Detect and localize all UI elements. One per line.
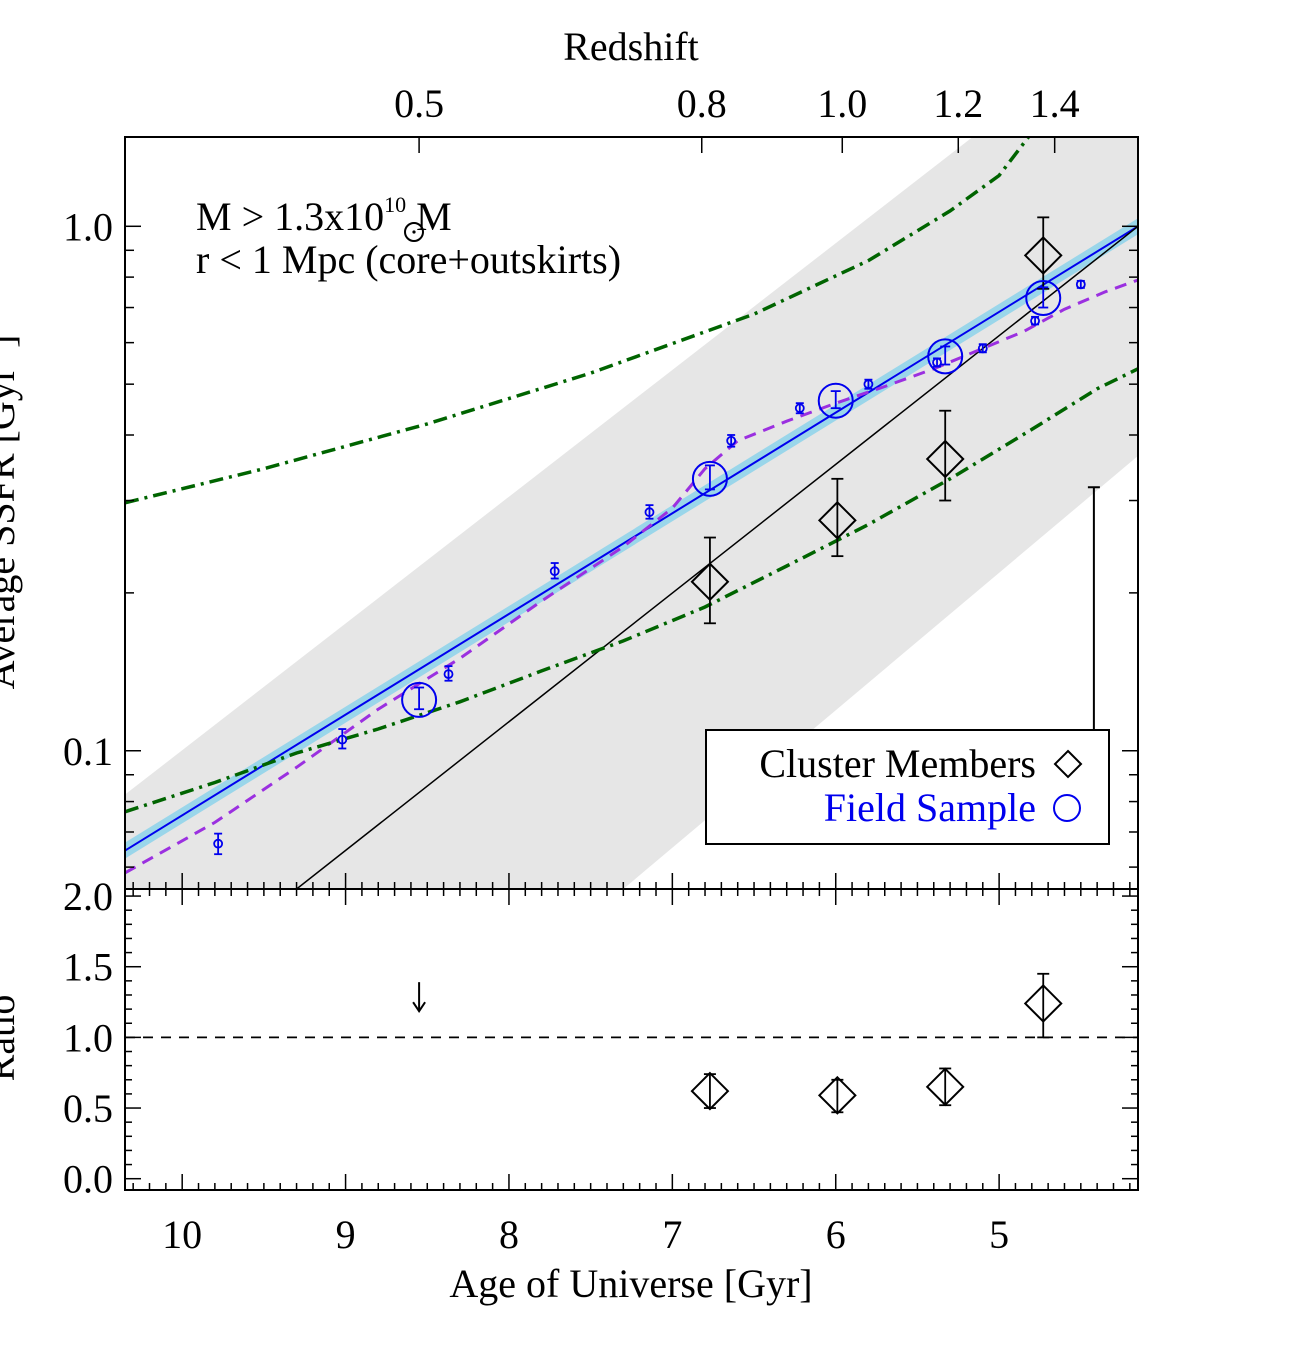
legend-cluster-label: Cluster Members <box>759 741 1036 786</box>
legend-diamond-icon <box>1053 749 1083 779</box>
ratio-tick-label: 1.0 <box>63 1015 113 1060</box>
redshift-tick-label: 0.5 <box>394 81 444 126</box>
age-tick-label: 6 <box>826 1212 846 1257</box>
legend-box <box>705 729 1110 845</box>
upper-limit-arrowhead <box>412 1001 426 1013</box>
field-sample-point <box>927 338 964 375</box>
legend-field-label: Field Sample <box>824 785 1036 830</box>
redshift-axis-title: Redshift <box>563 24 699 69</box>
ratio-axis-title: Ratio <box>0 995 23 1082</box>
ssfr-tick-label: 1.0 <box>63 204 113 249</box>
ratio-tick-label: 0.0 <box>63 1157 113 1202</box>
ratio-panel-frame <box>124 888 1139 1191</box>
age-tick-label: 10 <box>162 1212 202 1257</box>
axis-ticks <box>125 137 1138 1190</box>
ratio-point <box>817 1075 857 1115</box>
ssfr-axis-title: Average SSFR [Gyr-1] <box>0 335 23 690</box>
age-tick-label: 5 <box>989 1212 1009 1257</box>
redshift-tick-label: 1.0 <box>817 81 867 126</box>
axis-tick-labels: 0.5 0.8 1.0 1.2 1.4 0.1 1.0 0.0 0.5 1.0 1.5 2.0 10 9 8… <box>63 81 1080 1257</box>
sun-symbol-icon <box>404 222 424 242</box>
legend-circle-icon <box>1053 794 1081 822</box>
lower-dashdot-curve <box>125 367 1138 814</box>
cluster-fit-line <box>296 225 1138 889</box>
age-tick-label: 9 <box>336 1212 356 1257</box>
field-bin-point <box>644 507 655 518</box>
radius-annotation: r < 1 Mpc (core+outskirts) <box>196 237 621 282</box>
ratio-tick-label: 0.5 <box>63 1086 113 1131</box>
field-sample-point <box>817 382 854 419</box>
age-tick-label: 7 <box>662 1212 682 1257</box>
field-bin-point <box>794 403 805 414</box>
model-dashed-curve <box>125 278 1138 875</box>
ratio-tick-label: 1.5 <box>63 945 113 990</box>
field-bin-point <box>213 838 224 849</box>
cluster-member-point <box>1023 235 1063 275</box>
field-bin-point <box>1030 316 1040 326</box>
redshift-tick-label: 1.4 <box>1030 81 1080 126</box>
field-bin-point <box>726 435 737 446</box>
cluster-member-point <box>925 439 965 479</box>
ratio-point <box>925 1067 965 1107</box>
cluster-member-point <box>690 562 730 602</box>
ssfr-tick-label: 0.1 <box>63 729 113 774</box>
upper-dashdot-curve <box>125 137 1030 505</box>
field-bin-point <box>443 669 454 680</box>
age-tick-label: 8 <box>499 1212 519 1257</box>
field-bin-point <box>977 343 988 354</box>
field-bin-point <box>863 379 874 390</box>
ratio-panel-marks <box>125 972 1138 1115</box>
legend: Cluster Members Field Sample <box>705 729 1110 845</box>
redshift-tick-label: 0.8 <box>677 81 727 126</box>
ratio-point <box>690 1071 730 1111</box>
field-sample-point <box>401 681 438 718</box>
field-bin-point <box>932 357 942 368</box>
cluster-member-point <box>817 500 857 540</box>
field-bin-point <box>549 566 560 577</box>
ratio-tick-label: 2.0 <box>63 874 113 919</box>
redshift-tick-label: 1.2 <box>933 81 983 126</box>
field-bin-point <box>1075 279 1086 290</box>
data-points <box>213 216 1086 856</box>
mass-annotation: M > 1.3x1010 M <box>196 192 452 239</box>
field-sample-point <box>691 460 728 497</box>
age-axis-title: Age of Universe [Gyr] <box>449 1261 812 1306</box>
field-bin-point <box>337 734 348 745</box>
field-sample-point <box>1025 279 1062 316</box>
model-lines <box>125 137 1138 889</box>
ratio-point <box>1023 984 1063 1023</box>
